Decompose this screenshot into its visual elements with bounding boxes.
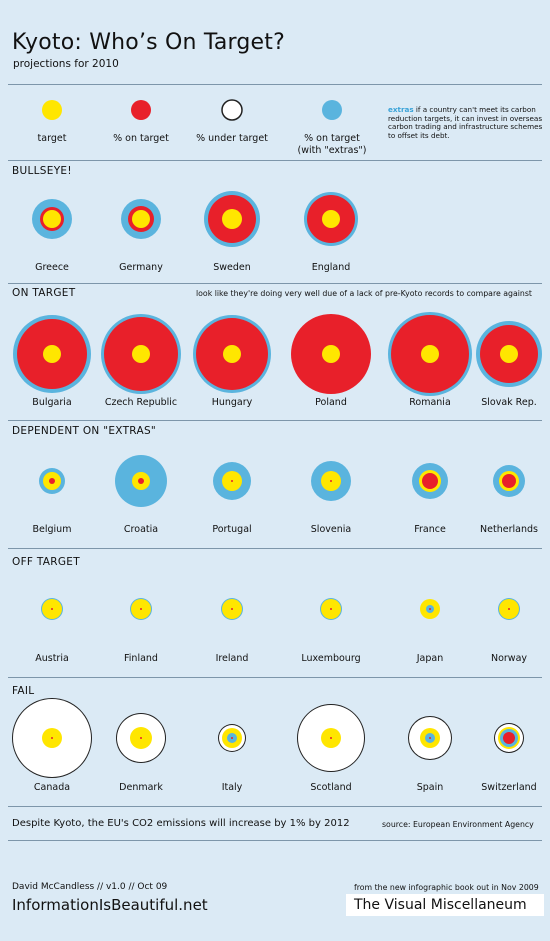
circle-scotland-layer-3 — [330, 737, 332, 739]
country-label-scotland: Scotland — [310, 782, 352, 793]
footer-source: source: European Environment Agency — [382, 820, 534, 829]
country-label-austria: Austria — [35, 653, 69, 664]
section-title-off-target: OFF TARGET — [12, 556, 80, 568]
circle-croatia-layer-2 — [138, 478, 144, 484]
author-credit: David McCandless // v1.0 // Oct 09 — [12, 882, 168, 892]
country-label-greece: Greece — [35, 262, 69, 273]
circle-ireland-layer-2 — [231, 608, 233, 610]
site-link[interactable]: InformationIsBeautiful.net — [12, 896, 208, 914]
divider — [8, 806, 542, 807]
divider — [8, 677, 542, 678]
country-label-england: England — [311, 262, 351, 273]
circle-austria-layer-2 — [51, 608, 53, 610]
country-label-croatia: Croatia — [123, 524, 159, 535]
circle-poland-layer-1 — [322, 345, 340, 363]
country-label-finland: Finland — [124, 653, 158, 664]
circle-slovenia-layer-2 — [330, 480, 332, 482]
extras-keyword: extras — [388, 105, 414, 114]
divider — [8, 283, 542, 284]
page-subtitle: projections for 2010 — [13, 58, 119, 70]
circle-italy-layer-4 — [231, 737, 233, 739]
section-title-dependent-on-extras: DEPENDENT ON "EXTRAS" — [12, 425, 157, 437]
divider — [8, 420, 542, 421]
book-note: from the new infographic book out in Nov… — [354, 883, 539, 892]
country-label-japan: Japan — [416, 653, 444, 664]
section-title-fail: FAIL — [12, 685, 35, 697]
country-label-belgium: Belgium — [32, 524, 72, 535]
circle-slovak-rep-layer-2 — [500, 345, 518, 363]
country-label-netherlands: Netherlands — [480, 524, 538, 535]
circle-portugal-layer-2 — [231, 480, 233, 482]
country-label-slovak-rep: Slovak Rep. — [481, 397, 537, 408]
circle-bulgaria-layer-2 — [43, 345, 61, 363]
legend-dot-2 — [221, 99, 243, 121]
circle-denmark-layer-3 — [140, 737, 142, 739]
divider — [8, 548, 542, 549]
circle-belgium-layer-2 — [49, 478, 55, 484]
footer-summary: Despite Kyoto, the EU's CO2 emissions wi… — [12, 818, 350, 829]
legend-dot-1 — [131, 100, 151, 120]
circle-sweden-layer-2 — [222, 209, 242, 229]
extras-description: if a country can't meet its carbon reduc… — [388, 105, 543, 140]
circle-netherlands-layer-2 — [502, 474, 516, 488]
country-label-poland: Poland — [315, 397, 347, 408]
country-label-slovenia: Slovenia — [310, 524, 352, 535]
country-label-portugal: Portugal — [212, 524, 252, 535]
country-label-switzerland: Switzerland — [481, 782, 537, 793]
circle-canada-layer-3 — [51, 737, 53, 739]
circle-czech-republic-layer-2 — [132, 345, 150, 363]
section-title-bullseye: BULLSEYE! — [12, 165, 72, 177]
country-label-ireland: Ireland — [215, 653, 249, 664]
circle-romania-layer-2 — [421, 345, 439, 363]
circle-france-layer-2 — [422, 473, 438, 489]
country-label-czech-republic: Czech Republic — [104, 397, 178, 408]
section-title-on-target: ON TARGET — [12, 287, 76, 299]
country-label-denmark: Denmark — [119, 782, 163, 793]
country-label-norway: Norway — [490, 653, 528, 664]
circle-finland-layer-2 — [140, 608, 142, 610]
legend-label-extras: % on target (with "extras") — [297, 133, 367, 156]
country-label-bulgaria: Bulgaria — [32, 397, 72, 408]
divider — [8, 840, 542, 841]
country-label-canada: Canada — [33, 782, 71, 793]
circle-switzerland-layer-4 — [503, 732, 515, 744]
legend-label-on-target: % on target — [113, 133, 169, 144]
circle-norway-layer-2 — [508, 608, 510, 610]
extras-note: extras if a country can't meet its carbo… — [388, 105, 544, 140]
circle-japan-layer-2 — [429, 608, 431, 610]
country-label-spain: Spain — [416, 782, 444, 793]
page-title: Kyoto: Who’s On Target? — [12, 30, 285, 55]
country-label-hungary: Hungary — [211, 397, 253, 408]
divider — [8, 84, 542, 85]
country-label-luxembourg: Luxembourg — [301, 653, 361, 664]
circle-hungary-layer-2 — [223, 345, 241, 363]
circle-germany-layer-2 — [132, 210, 150, 228]
country-label-italy: Italy — [221, 782, 243, 793]
country-label-sweden: Sweden — [213, 262, 251, 273]
section-note-on-target: look like they're doing very well due of… — [196, 289, 532, 298]
divider — [8, 160, 542, 161]
legend-label-target: target — [37, 133, 67, 144]
circle-england-layer-2 — [322, 210, 340, 228]
circle-spain-layer-4 — [429, 737, 431, 739]
legend-dot-0 — [42, 100, 62, 120]
book-title: The Visual Miscellaneum — [346, 894, 544, 916]
country-label-romania: Romania — [409, 397, 451, 408]
legend-label-under-target: % under target — [196, 133, 268, 144]
circle-luxembourg-layer-2 — [330, 608, 332, 610]
country-label-france: France — [414, 524, 446, 535]
circle-greece-layer-2 — [43, 210, 61, 228]
country-label-germany: Germany — [119, 262, 163, 273]
legend-dot-3 — [322, 100, 342, 120]
